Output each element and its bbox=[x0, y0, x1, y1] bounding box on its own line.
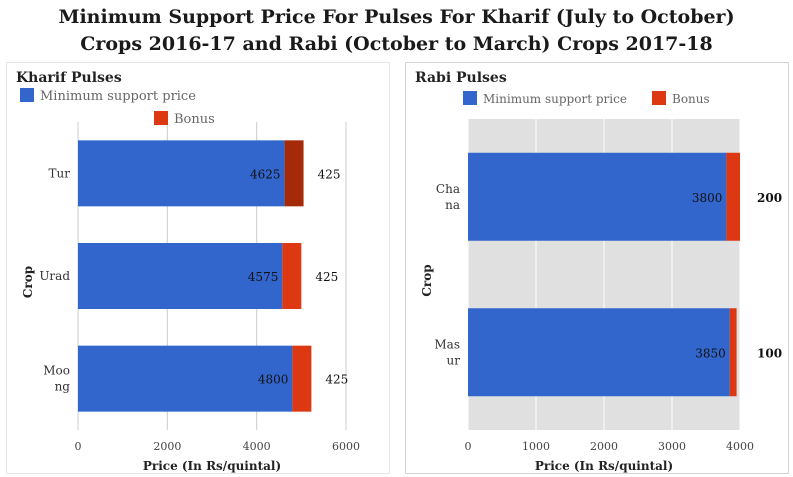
kharif-y-axis-label: Crop bbox=[21, 266, 35, 298]
rabi-data-label-bonus: 100 bbox=[757, 346, 782, 360]
kharif-chart-title: Kharif Pulses bbox=[16, 70, 122, 86]
rabi-x-tick-label: 2000 bbox=[590, 440, 618, 453]
kharif-bar-bonus bbox=[284, 140, 304, 207]
kharif-chart-panel: 0 2000 4000 6000 Kharif Pulses Minimum suppor… bbox=[6, 62, 390, 474]
kharif-legend-label-msp: Minimum support price bbox=[40, 89, 196, 104]
rabi-x-tick-label: 4000 bbox=[726, 440, 754, 453]
kharif-x-tick-label: 6000 bbox=[332, 440, 360, 453]
kharif-category-label: ng bbox=[55, 380, 71, 394]
kharif-category-label: Tur bbox=[49, 166, 71, 180]
kharif-bar-msp bbox=[78, 345, 293, 412]
kharif-x-axis-label: Price (In Rs/quintal) bbox=[143, 459, 281, 473]
kharif-bar-bonus bbox=[282, 243, 302, 309]
rabi-data-label-msp: 3850 bbox=[695, 346, 726, 360]
rabi-x-tick-label: 3000 bbox=[658, 440, 686, 453]
rabi-bar-msp bbox=[468, 308, 730, 397]
rabi-bar-msp bbox=[468, 152, 727, 241]
kharif-chart: 0 2000 4000 6000 Kharif Pulses Minimum suppor… bbox=[6, 62, 390, 474]
title-line-1: Minimum Support Price For Pulses For Kha… bbox=[58, 6, 735, 28]
kharif-x-tick-label: 4000 bbox=[243, 440, 271, 453]
rabi-data-label-msp: 3800 bbox=[692, 191, 723, 205]
page-title: Minimum Support Price For Pulses For Kha… bbox=[0, 4, 793, 58]
rabi-category-label: Mas bbox=[434, 337, 460, 351]
kharif-data-label-msp: 4800 bbox=[258, 373, 289, 387]
rabi-category-label: na bbox=[445, 198, 460, 212]
kharif-data-label-bonus: 425 bbox=[315, 270, 338, 284]
rabi-y-axis-label: Crop bbox=[420, 264, 434, 296]
rabi-bar-bonus bbox=[729, 308, 737, 397]
rabi-bar-bonus bbox=[726, 152, 740, 241]
kharif-bar-msp bbox=[78, 140, 285, 207]
rabi-category-label: ur bbox=[447, 353, 461, 367]
kharif-legend-label-bonus: Bonus bbox=[174, 112, 215, 127]
kharif-category-label: Urad bbox=[39, 269, 70, 283]
kharif-data-label-msp: 4575 bbox=[248, 270, 279, 284]
rabi-legend-swatch-bonus bbox=[652, 91, 666, 105]
kharif-category-label: Moo bbox=[43, 364, 70, 378]
rabi-legend-label-msp: Minimum support price bbox=[483, 92, 627, 106]
kharif-bar-bonus bbox=[292, 345, 312, 412]
kharif-data-label-bonus: 425 bbox=[318, 167, 341, 181]
kharif-bar-msp bbox=[78, 243, 283, 309]
kharif-data-label-bonus: 425 bbox=[325, 373, 348, 387]
title-line-2: Crops 2016-17 and Rabi (October to March… bbox=[80, 33, 713, 55]
rabi-chart-panel: 0 1000 2000 3000 4000 Rabi Pulses Minimum supp… bbox=[405, 62, 789, 474]
kharif-legend-swatch-bonus bbox=[154, 111, 168, 125]
kharif-data-label-msp: 4625 bbox=[250, 167, 281, 181]
kharif-x-tick-label: 0 bbox=[75, 440, 82, 453]
rabi-chart: 0 1000 2000 3000 4000 Rabi Pulses Minimum supp… bbox=[405, 62, 789, 474]
rabi-x-tick-label: 0 bbox=[465, 440, 472, 453]
rabi-legend-label-bonus: Bonus bbox=[672, 92, 710, 106]
rabi-data-label-bonus: 200 bbox=[757, 191, 782, 205]
rabi-legend-swatch-msp bbox=[463, 91, 477, 105]
rabi-chart-title: Rabi Pulses bbox=[415, 70, 507, 86]
rabi-x-tick-label: 1000 bbox=[522, 440, 550, 453]
kharif-legend-swatch-msp bbox=[20, 88, 34, 102]
rabi-category-label: Cha bbox=[436, 182, 460, 196]
rabi-x-axis-label: Price (In Rs/quintal) bbox=[535, 459, 673, 473]
kharif-x-tick-label: 2000 bbox=[153, 440, 181, 453]
